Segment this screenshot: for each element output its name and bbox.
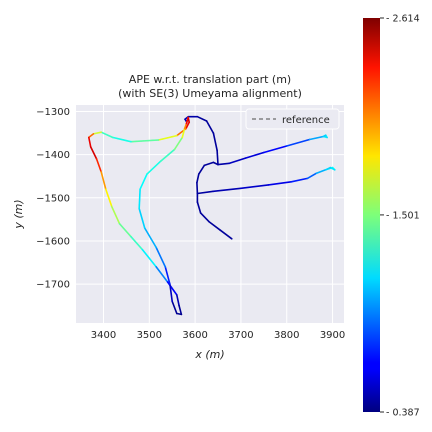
trajectory-segment	[196, 115, 208, 122]
trajectory-segment	[141, 248, 157, 268]
trajectory-segment	[100, 131, 114, 139]
y-axis-ticks: −1300 −1400 −1500 −1600 −1700	[36, 107, 70, 291]
trajectory-segment	[208, 220, 222, 231]
trajectory-segment	[155, 246, 167, 268]
trajectory-segment	[100, 171, 107, 190]
trajectory-segment	[139, 173, 148, 190]
trajectory-segment	[308, 135, 325, 141]
trajectory-segment	[92, 131, 102, 135]
trajectory-segment	[164, 266, 171, 285]
legend-reference-label: reference	[282, 115, 330, 126]
y-tick-label: −1400	[36, 150, 70, 161]
trajectory-segment	[181, 127, 186, 139]
trajectory-segment	[315, 169, 327, 174]
x-axis-ticks: 3400 3500 3600 3700 3800 3900	[91, 330, 346, 341]
trajectory-segment	[290, 177, 309, 183]
trajectory-segment	[196, 201, 202, 214]
trajectory-segment	[155, 266, 169, 283]
trajectory-segment	[240, 184, 270, 190]
trajectory-segment	[196, 190, 215, 195]
plot-background	[76, 105, 344, 323]
chart-subtitle: (with SE(3) Umeyama alignment)	[118, 87, 302, 100]
trajectory-segment	[88, 136, 92, 148]
trajectory-segment	[205, 120, 215, 134]
x-tick-label: 3500	[137, 330, 162, 341]
grid-lines	[76, 105, 344, 323]
colorbar-tick-label: - 2.614	[386, 14, 420, 25]
colored-trajectory	[88, 115, 336, 316]
x-tick-label: 3400	[91, 330, 116, 341]
trajectory-segment	[138, 207, 146, 229]
trajectory-segment	[262, 145, 288, 154]
colorbar-tick-label: - 0.387	[386, 408, 420, 419]
trajectory-segment	[118, 222, 132, 238]
legend-box	[245, 108, 340, 130]
trajectory-segment	[267, 181, 293, 186]
trajectory-segment	[110, 205, 121, 225]
trajectory-segment	[105, 188, 113, 208]
trajectory-segment	[130, 139, 160, 143]
colorbar-ticks: - 0.387 - 1.501 - 2.614	[380, 14, 420, 419]
trajectory-segment	[219, 229, 233, 240]
trajectory-segment	[199, 212, 210, 223]
trajectory-segment	[169, 283, 173, 303]
y-tick-label: −1500	[36, 193, 70, 204]
trajectory-segment	[146, 160, 162, 175]
trajectory-segment	[178, 304, 183, 316]
trajectory-segment	[216, 149, 219, 166]
trajectory-segment	[329, 166, 336, 171]
trajectory-segment	[185, 116, 189, 125]
chart-title: APE w.r.t. translation part (m)	[129, 73, 291, 86]
x-tick-label: 3800	[274, 330, 299, 341]
trajectory-segment	[176, 294, 180, 307]
trajectory-segment	[88, 133, 95, 139]
y-axis-label: y (m)	[12, 199, 25, 229]
trajectory-segment	[130, 235, 144, 251]
trajectory-segment	[285, 138, 311, 147]
trajectory-segment	[173, 136, 184, 151]
trajectory-segment	[203, 161, 215, 167]
trajectory-segment	[138, 188, 141, 210]
trajectory-segment	[183, 122, 188, 130]
trajectory-segment	[157, 134, 178, 141]
trajectory-segment	[212, 132, 218, 152]
trajectory-segment	[160, 148, 176, 162]
trajectory-segment	[324, 166, 332, 171]
trajectory-segment	[322, 134, 327, 138]
x-tick-label: 3900	[320, 330, 345, 341]
trajectory-segment	[111, 136, 132, 143]
trajectory-segment	[185, 121, 190, 130]
trajectory-segment	[212, 187, 242, 193]
legend: reference	[245, 108, 340, 130]
y-tick-label: −1300	[36, 107, 70, 118]
trajectory-segment	[89, 146, 98, 160]
trajectory-segment	[198, 164, 206, 175]
y-tick-label: −1600	[36, 236, 70, 247]
trajectory-segment	[196, 181, 199, 195]
x-tick-label: 3700	[228, 330, 253, 341]
trajectory-segment	[306, 172, 318, 180]
trajectory-segment	[217, 162, 231, 166]
trajectory-segment	[228, 157, 247, 165]
trajectory-segment	[95, 158, 102, 173]
trajectory-segment	[196, 173, 200, 184]
y-tick-label: −1700	[36, 280, 70, 291]
trajectory-segment	[171, 300, 178, 315]
x-axis-label: x (m)	[194, 348, 224, 361]
colorbar	[363, 18, 380, 412]
trajectory-segment	[244, 151, 265, 159]
colorbar-tick-label: - 1.501	[386, 210, 420, 221]
trajectory-segment	[143, 227, 157, 249]
x-tick-label: 3600	[182, 330, 207, 341]
